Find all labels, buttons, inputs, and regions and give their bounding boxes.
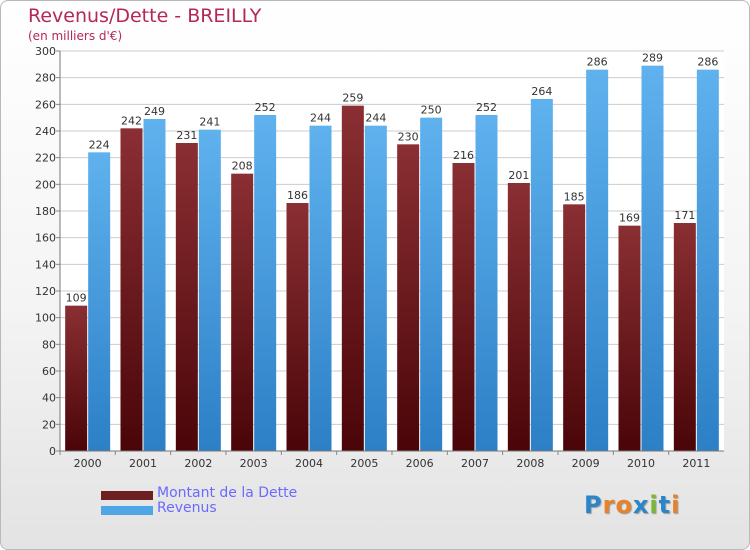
- logo-letter: o: [615, 491, 633, 519]
- x-tick-label: 2000: [74, 457, 102, 470]
- bar-debt: [341, 105, 364, 452]
- y-tick-label: 300: [35, 45, 56, 58]
- y-tick-label: 100: [35, 312, 56, 325]
- legend-label-revenue: Revenus: [157, 500, 217, 516]
- y-tick-label: 120: [35, 285, 56, 298]
- bar-revenue: [586, 69, 609, 452]
- bar-revenue: [198, 129, 221, 451]
- data-label-debt: 109: [66, 292, 87, 305]
- legend-swatch-revenue: [101, 506, 153, 515]
- y-tick-label: 160: [35, 232, 56, 245]
- x-tick-label: 2004: [295, 457, 323, 470]
- data-label-debt: 231: [176, 129, 197, 142]
- bar-debt: [618, 225, 641, 451]
- data-label-revenue: 289: [642, 52, 663, 65]
- logo-letter: P: [584, 491, 603, 519]
- data-label-debt: 185: [564, 190, 585, 203]
- logo-letter: i: [649, 491, 659, 519]
- data-label-revenue: 249: [144, 105, 165, 118]
- bar-debt: [507, 183, 530, 451]
- y-tick-label: 180: [35, 205, 56, 218]
- x-tick-label: 2005: [350, 457, 378, 470]
- data-label-revenue: 241: [199, 116, 220, 129]
- x-tick-label: 2009: [572, 457, 600, 470]
- y-tick-label: 60: [42, 365, 56, 378]
- y-tick-label: 280: [35, 72, 56, 85]
- bar-debt: [286, 203, 309, 451]
- data-label-revenue: 250: [421, 104, 442, 117]
- data-label-debt: 171: [674, 209, 695, 222]
- y-tick-label: 200: [35, 178, 56, 191]
- x-tick-label: 2006: [406, 457, 434, 470]
- bar-revenue: [254, 115, 277, 451]
- data-label-revenue: 286: [587, 56, 608, 69]
- legend-label-debt: Montant de la Dette: [157, 485, 298, 501]
- chart-title: Revenus/Dette - BREILLY: [28, 5, 262, 27]
- data-label-debt: 259: [342, 92, 363, 105]
- proxiti-logo: Proxiti: [584, 491, 680, 519]
- data-label-revenue: 252: [255, 101, 276, 114]
- data-label-debt: 169: [619, 212, 640, 225]
- x-tick-label: 2008: [516, 457, 544, 470]
- data-label-debt: 186: [287, 189, 308, 202]
- data-label-revenue: 286: [697, 56, 718, 69]
- y-tick-label: 220: [35, 152, 56, 165]
- bar-debt: [397, 144, 420, 452]
- x-tick-label: 2010: [627, 457, 655, 470]
- data-label-revenue: 252: [476, 101, 497, 114]
- logo-letter: x: [632, 491, 650, 519]
- x-tick-label: 2011: [682, 457, 710, 470]
- bar-revenue: [309, 125, 332, 452]
- y-tick-label: 240: [35, 125, 56, 138]
- bar-revenue: [364, 125, 387, 452]
- plot-area: [60, 51, 724, 451]
- y-tick-label: 40: [42, 392, 56, 405]
- y-tick-label: 20: [42, 418, 56, 431]
- x-tick-label: 2001: [129, 457, 157, 470]
- data-label-revenue: 244: [365, 112, 386, 125]
- bar-revenue: [143, 119, 166, 451]
- data-label-debt: 201: [508, 169, 529, 182]
- bar-debt: [673, 223, 696, 451]
- legend-swatch-debt: [101, 491, 153, 500]
- bar-debt: [563, 204, 586, 451]
- data-label-debt: 230: [398, 130, 419, 143]
- bar-revenue: [88, 152, 111, 452]
- bar-revenue: [420, 117, 443, 452]
- x-tick-label: 2002: [184, 457, 212, 470]
- bar-debt: [452, 163, 475, 451]
- data-label-revenue: 224: [89, 138, 110, 151]
- y-tick-label: 0: [49, 445, 56, 458]
- logo-letter: t: [658, 491, 672, 519]
- logo-letter: i: [671, 491, 681, 519]
- y-tick-label: 80: [42, 338, 56, 351]
- x-tick-label: 2003: [240, 457, 268, 470]
- data-label-debt: 208: [232, 160, 253, 173]
- y-tick-label: 140: [35, 258, 56, 271]
- data-label-debt: 242: [121, 114, 142, 127]
- bar-revenue: [530, 99, 553, 451]
- data-label-revenue: 264: [531, 85, 552, 98]
- bar-revenue: [696, 69, 719, 452]
- bar-debt: [175, 143, 198, 451]
- bar-debt: [120, 128, 143, 451]
- data-label-revenue: 244: [310, 112, 331, 125]
- y-tick-label: 260: [35, 98, 56, 111]
- bar-revenue: [475, 115, 498, 451]
- data-label-debt: 216: [453, 149, 474, 162]
- bar-revenue: [641, 65, 664, 452]
- bar-debt: [231, 173, 254, 451]
- bar-debt: [65, 305, 88, 451]
- x-tick-label: 2007: [461, 457, 489, 470]
- logo-letter: r: [602, 491, 616, 519]
- chart-subtitle: (en milliers d'€): [28, 29, 123, 43]
